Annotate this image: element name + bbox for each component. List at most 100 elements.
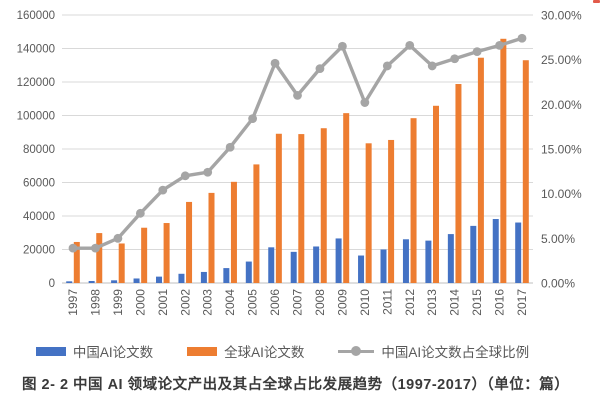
legend-label-global-papers: 全球AI论文数 bbox=[224, 345, 305, 360]
x-axis-year-label: 2004 bbox=[223, 289, 237, 316]
x-axis-year-label: 2015 bbox=[470, 289, 484, 316]
china-share-point bbox=[91, 243, 100, 253]
china-share-point bbox=[472, 47, 482, 57]
right-axis-tick-label: 0.00% bbox=[541, 277, 575, 291]
china-share-point bbox=[427, 61, 437, 71]
china-share-point bbox=[382, 61, 392, 71]
chart-legend: 中国AI论文数 全球AI论文数 中国AI论文数占全球比例 bbox=[0, 341, 565, 361]
x-axis-year-label: 2012 bbox=[403, 289, 417, 316]
china-papers-bar bbox=[313, 246, 320, 283]
x-axis-year-label: 2005 bbox=[246, 289, 260, 316]
left-axis-tick-label: 20000 bbox=[23, 245, 55, 257]
x-axis-year-label: 2010 bbox=[358, 289, 372, 316]
left-axis-tick-label: 140000 bbox=[17, 44, 55, 56]
global-papers-bar bbox=[320, 128, 327, 283]
china-share-point bbox=[225, 142, 235, 152]
left-axis-tick-label: 0 bbox=[49, 278, 55, 290]
x-axis-year-label: 2007 bbox=[291, 289, 305, 316]
x-axis-year-label: 2016 bbox=[493, 289, 507, 316]
china-share-point bbox=[270, 58, 280, 68]
global-papers-bar bbox=[208, 192, 215, 283]
china-share-point bbox=[135, 208, 145, 218]
china-share-point bbox=[495, 40, 504, 50]
global-papers-bar bbox=[118, 243, 125, 283]
global-papers-bar bbox=[500, 38, 507, 283]
legend-swatch-global-bar bbox=[187, 346, 218, 356]
china-papers-bar bbox=[111, 280, 118, 283]
global-papers-bar bbox=[253, 164, 260, 283]
corner-artifact-mark bbox=[593, 0, 600, 3]
china-papers-bar bbox=[425, 240, 432, 283]
x-axis-year-label: 2011 bbox=[380, 289, 394, 315]
left-axis-tick-label: 120000 bbox=[17, 77, 55, 89]
x-axis-year-label: 1998 bbox=[88, 289, 102, 316]
china-papers-bar bbox=[245, 261, 252, 283]
legend-label-china-share: 中国AI论文数占全球比例 bbox=[381, 345, 530, 360]
global-papers-bar bbox=[522, 60, 529, 283]
global-papers-bar bbox=[365, 143, 372, 283]
china-papers-bar bbox=[402, 239, 409, 283]
china-papers-bar bbox=[515, 222, 522, 283]
china-share-point bbox=[360, 98, 370, 107]
left-axis-tick-label: 100000 bbox=[17, 111, 55, 123]
right-axis-tick-label: 25.00% bbox=[541, 53, 582, 67]
legend-item-china-share: 中国AI论文数占全球比例 bbox=[338, 341, 529, 361]
left-axis-tick-label: 40000 bbox=[23, 211, 55, 223]
china-share-point bbox=[68, 243, 78, 253]
right-axis-tick-label: 15.00% bbox=[541, 143, 582, 157]
global-papers-bar bbox=[163, 223, 170, 283]
china-share-point bbox=[158, 185, 168, 195]
x-axis-year-label: 2008 bbox=[313, 289, 327, 316]
china-share-point bbox=[293, 91, 302, 100]
legend-item-global-papers: 全球AI论文数 bbox=[187, 341, 304, 361]
china-share-point bbox=[248, 114, 257, 124]
china-papers-bar bbox=[380, 249, 387, 283]
china-share-point bbox=[180, 171, 190, 181]
legend-dot-icon bbox=[351, 346, 362, 356]
global-papers-bar bbox=[410, 118, 417, 284]
china-share-point bbox=[405, 40, 415, 50]
legend-label-china-papers: 中国AI论文数 bbox=[72, 345, 154, 360]
x-axis-year-label: 2006 bbox=[268, 289, 282, 316]
global-papers-bar bbox=[186, 201, 193, 283]
x-axis-year-label: 2001 bbox=[156, 289, 170, 316]
figure-caption: 图 2- 2 中国 AI 领域论文产出及其占全球占比发展趋势（1997-2017… bbox=[22, 377, 570, 393]
left-axis-tick-label: 160000 bbox=[17, 10, 55, 22]
china-papers-bar bbox=[66, 281, 73, 283]
legend-line-dot-marker bbox=[338, 346, 375, 356]
china-share-point bbox=[203, 167, 213, 177]
china-papers-bar bbox=[178, 273, 185, 283]
x-axis-year-label: 2014 bbox=[448, 289, 462, 316]
legend-item-china-papers: 中国AI论文数 bbox=[35, 341, 154, 361]
x-axis-year-label: 1999 bbox=[111, 289, 125, 316]
chart-canvas: 0 20000 40000 60000 80000 100000 120000 140000 1… bbox=[17, 9, 582, 316]
x-axis-year-label: 2002 bbox=[178, 289, 192, 316]
global-papers-bar bbox=[298, 134, 305, 283]
china-share-point bbox=[338, 41, 347, 51]
x-axis-year-label: 2009 bbox=[335, 289, 349, 316]
china-papers-bar bbox=[88, 280, 95, 283]
right-axis-tick-label: 5.00% bbox=[541, 232, 575, 246]
china-papers-bar bbox=[156, 276, 162, 283]
china-papers-bar bbox=[335, 238, 342, 283]
china-papers-bar bbox=[447, 234, 454, 283]
china-papers-bar bbox=[133, 278, 140, 283]
x-axis-year-label: 2000 bbox=[133, 289, 147, 316]
china-papers-bar bbox=[492, 219, 499, 283]
left-axis-tick-label: 80000 bbox=[23, 144, 55, 156]
x-axis-year-label: 2013 bbox=[425, 289, 439, 316]
left-axis-tick-label: 60000 bbox=[23, 178, 55, 190]
global-papers-bar bbox=[343, 113, 350, 283]
global-papers-bar bbox=[388, 139, 395, 283]
x-axis-year-label: 1997 bbox=[66, 289, 80, 316]
global-papers-bar bbox=[455, 84, 462, 283]
right-axis-tick-label: 10.00% bbox=[541, 187, 582, 201]
china-papers-bar bbox=[290, 251, 297, 283]
global-papers-bar bbox=[230, 181, 237, 283]
x-axis-year-label: 2003 bbox=[201, 289, 215, 316]
legend-swatch-china-bar bbox=[35, 346, 66, 356]
china-share-point bbox=[113, 233, 123, 243]
global-papers-bar bbox=[477, 57, 484, 284]
global-papers-bar bbox=[96, 233, 103, 283]
global-papers-bar bbox=[275, 133, 282, 283]
